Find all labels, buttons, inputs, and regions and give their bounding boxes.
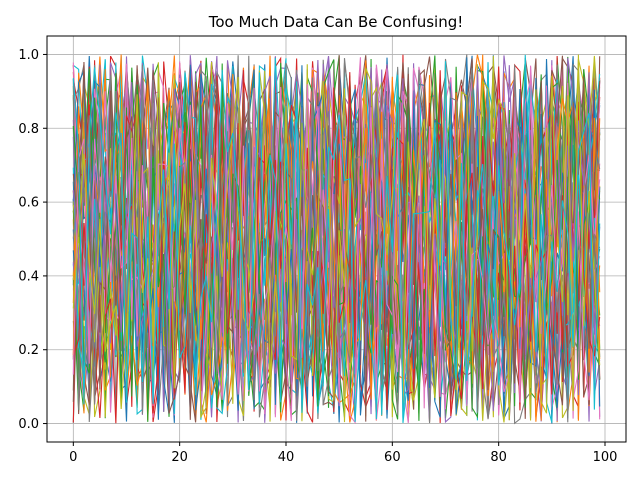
- chart-title: Too Much Data Can Be Confusing!: [208, 13, 464, 31]
- series-line-50: [72, 54, 601, 422]
- x-tick-label: 80: [490, 450, 507, 465]
- y-tick-label: 0.4: [18, 269, 39, 284]
- x-tick-label: 60: [384, 450, 401, 465]
- y-tick-label: 1.0: [18, 48, 39, 63]
- series-group: [72, 54, 601, 425]
- y-tick-label: 0.8: [18, 122, 39, 137]
- x-tick-label: 20: [171, 450, 188, 465]
- series-line-49: [72, 54, 601, 421]
- x-tick-label: 100: [593, 450, 618, 465]
- y-tick-label: 0.0: [18, 417, 39, 432]
- x-tick-label: 40: [278, 450, 295, 465]
- y-axis-ticks: 0.0 0.2 0.4 0.6 0.8 1.0: [18, 48, 47, 432]
- axes-frame: [46, 35, 627, 443]
- y-tick-label: 0.6: [18, 196, 39, 211]
- x-axis-ticks: 0 20 40 60 80 100: [69, 442, 617, 465]
- plot-area: [72, 54, 601, 425]
- x-tick-label: 0: [69, 450, 77, 465]
- y-tick-label: 0.2: [18, 343, 39, 358]
